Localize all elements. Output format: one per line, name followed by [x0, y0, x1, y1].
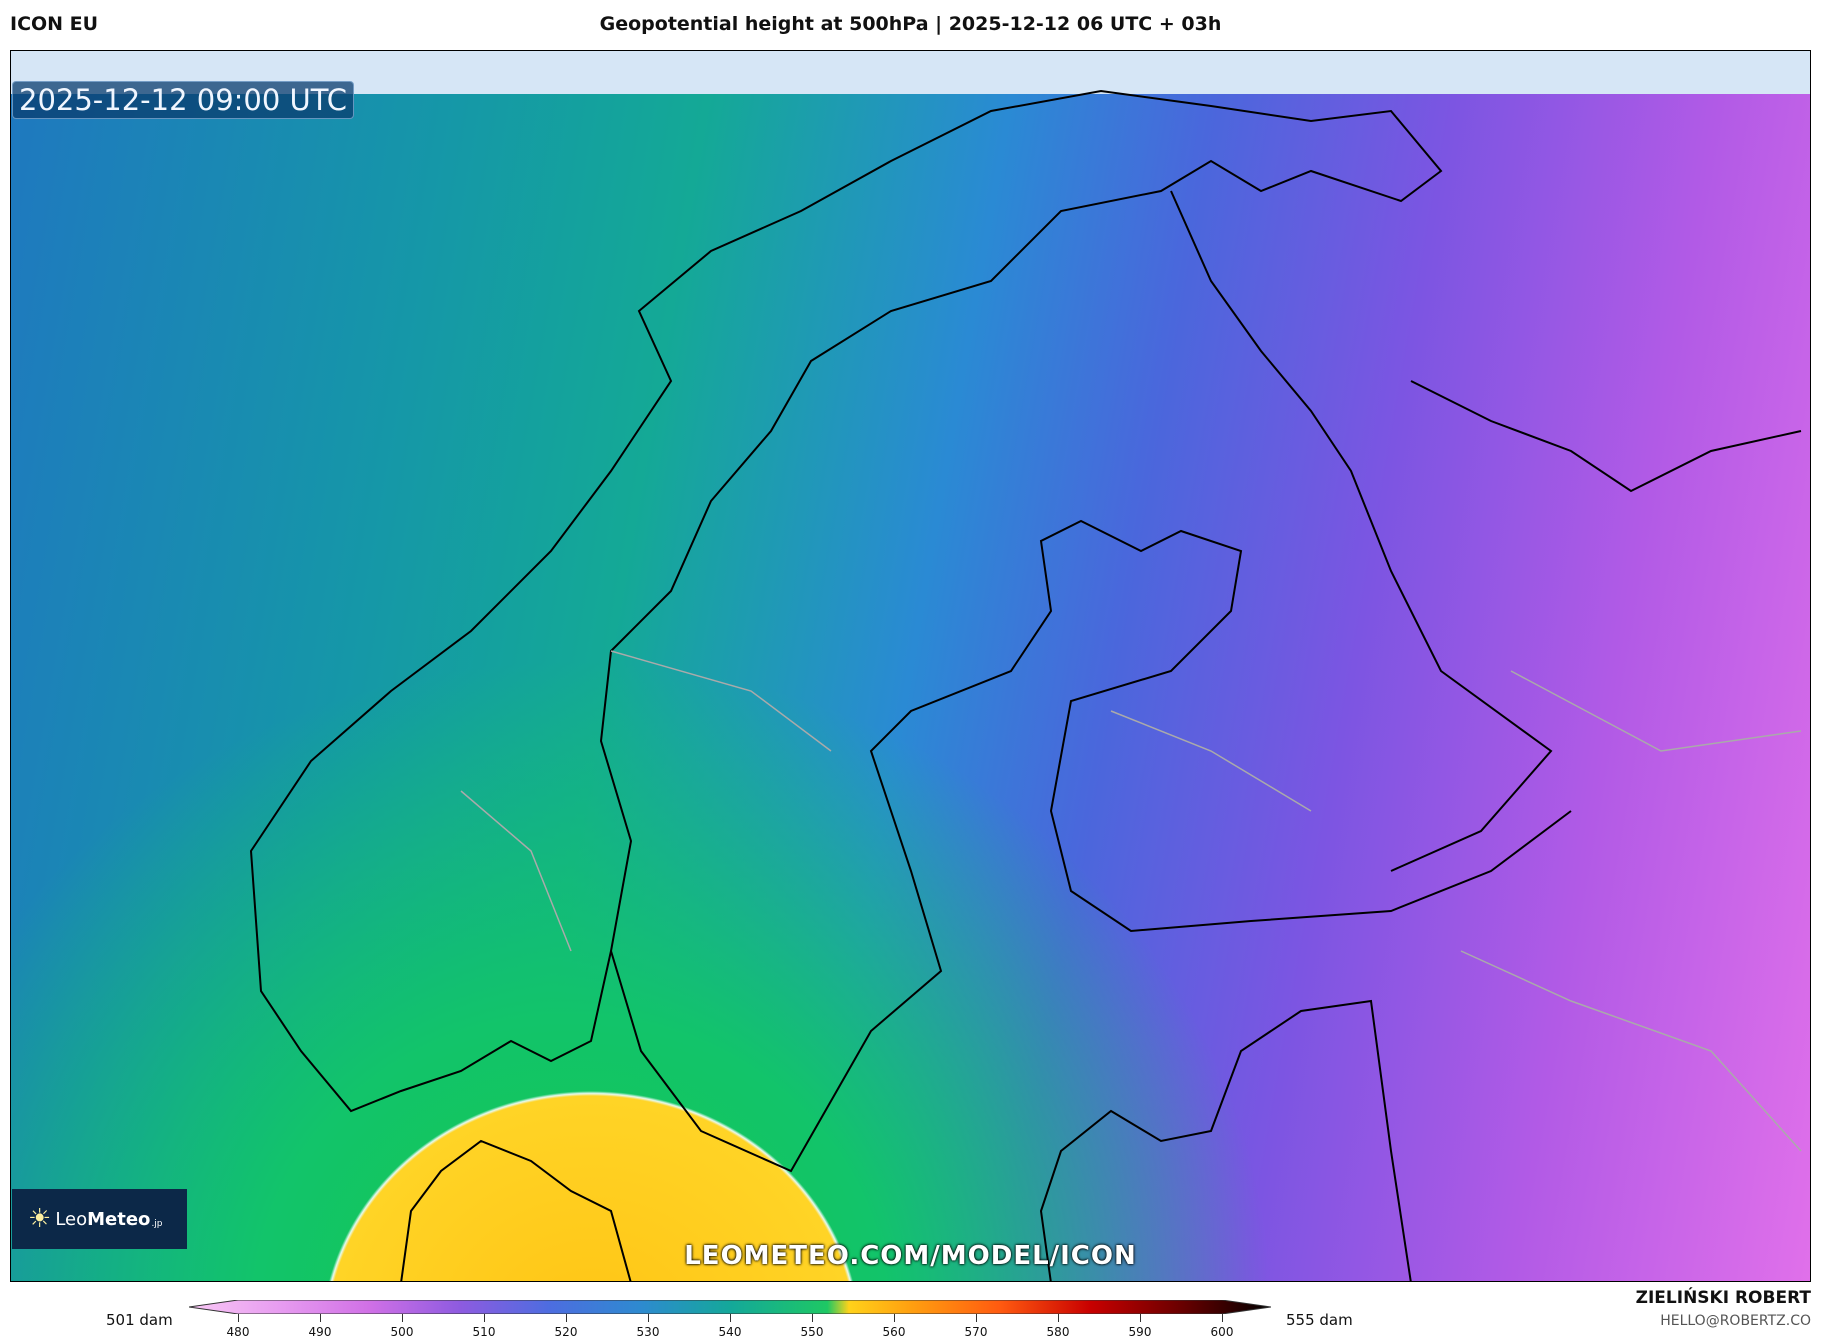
- valid-time-label: 2025-12-12 09:00 UTC: [12, 81, 355, 119]
- sun-icon: ☀: [28, 1204, 52, 1234]
- map-panel: 2025-12-12 09:00 UTC ☀ Leo Meteo .jp LEOME…: [10, 50, 1811, 1282]
- baltic-coast: [1039, 999, 1412, 1281]
- colorbar-tick-label: 590: [1128, 1325, 1152, 1339]
- colorbar-tick-mark: [238, 1314, 239, 1322]
- denmark-coast: [400, 1139, 632, 1281]
- leometeo-logo: ☀ Leo Meteo .jp: [12, 1189, 187, 1249]
- colorbar-tick-label: 490: [308, 1325, 332, 1339]
- colorbar-tick-label: 550: [800, 1325, 824, 1339]
- logo-text-bold: Meteo: [87, 1208, 151, 1230]
- colorbar-tick-label: 570: [964, 1325, 988, 1339]
- colorbar-tick-mark: [1058, 1314, 1059, 1322]
- colorbar-tick-mark: [484, 1314, 485, 1322]
- colorbar-tick-label: 530: [636, 1325, 660, 1339]
- colorbar-tick-mark: [1222, 1314, 1223, 1322]
- colorbar: [189, 1300, 1271, 1314]
- colorbar-tick-mark: [894, 1314, 895, 1322]
- logo-text-light: Leo: [55, 1208, 88, 1230]
- colorbar-tick-label: 520: [554, 1325, 578, 1339]
- author-name: ZIELIŃSKI ROBERT: [1635, 1288, 1811, 1308]
- colorbar-tick-mark: [648, 1314, 649, 1322]
- colorbar-tick-mark: [730, 1314, 731, 1322]
- author-email: HELLO@ROBERTZ.CO: [1660, 1313, 1811, 1329]
- logo-suffix: .jp: [151, 1219, 163, 1229]
- colorbar-tick-label: 500: [390, 1325, 414, 1339]
- colorbar-tick-mark: [1140, 1314, 1141, 1322]
- colorbar-tick-label: 560: [882, 1325, 906, 1339]
- colorbar-tick-mark: [320, 1314, 321, 1322]
- colorbar-tick-label: 600: [1210, 1325, 1234, 1339]
- colorbar-tick-label: 580: [1046, 1325, 1070, 1339]
- colorbar-tick-label: 510: [472, 1325, 496, 1339]
- russia-coast: [1410, 380, 1802, 493]
- model-name: ICON EU: [10, 13, 99, 35]
- finland-russia-border: [1170, 190, 1553, 872]
- colorbar-tick-mark: [812, 1314, 813, 1322]
- sweden-finland-coast: [610, 519, 1572, 1173]
- chart-title: Geopotential height at 500hPa | 2025-12-…: [599, 13, 1222, 35]
- watermark: LEOMETEO.COM/MODEL/ICON: [684, 1241, 1137, 1271]
- colorbar-tick-mark: [976, 1314, 977, 1322]
- colorbar-max-label: 555 dam: [1286, 1311, 1353, 1329]
- colorbar-tick-mark: [402, 1314, 403, 1322]
- colorbar-tick-mark: [566, 1314, 567, 1322]
- colorbar-tick-label: 480: [226, 1325, 250, 1339]
- coastlines: [249, 89, 1802, 1281]
- norway-coast: [249, 89, 1443, 1113]
- colorbar-min-label: 501 dam: [106, 1311, 173, 1329]
- colorbar-tick-label: 540: [718, 1325, 742, 1339]
